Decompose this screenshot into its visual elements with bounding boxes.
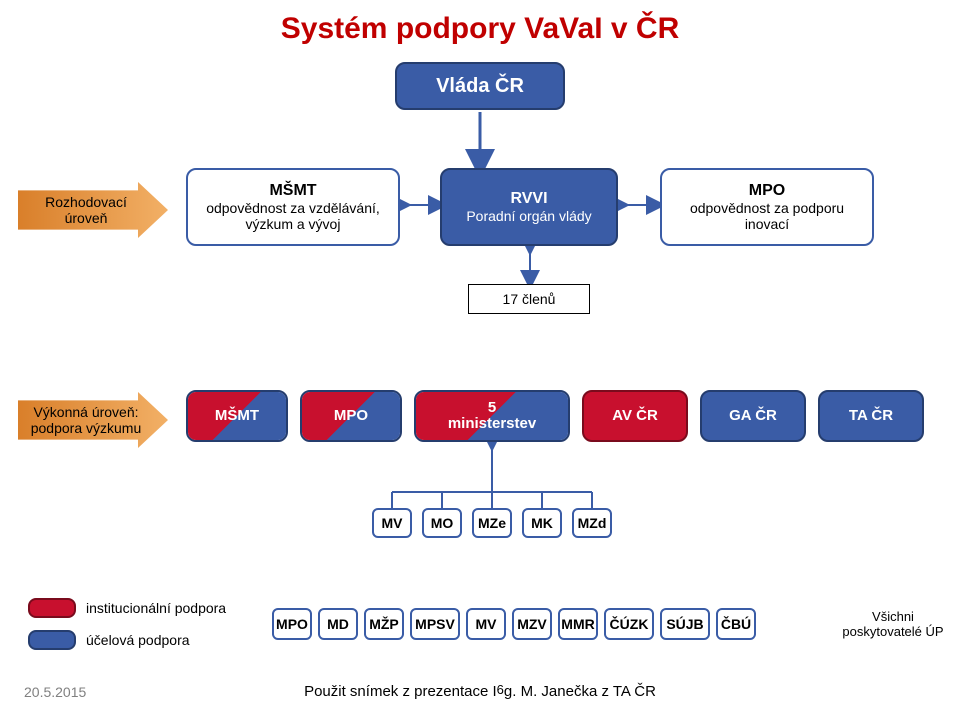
arrow-exec-level: Výkonná úroveň: podpora výzkumu (18, 392, 168, 448)
ministry-small-mze: MZe (472, 508, 512, 538)
footer-note: Použit snímek z prezentace I6g. M. Janeč… (0, 683, 960, 700)
providers-tail-line2: poskytovatelé ÚP (838, 625, 948, 640)
arrow-exec-line1: Výkonná úroveň: (31, 404, 142, 420)
legend-label-inst: institucionální podpora (86, 600, 226, 616)
footer-page-number: 6 (497, 682, 504, 697)
node-vlada-cr: Vláda ČR (395, 62, 565, 110)
node-msmt: MŠMT odpovědnost za vzdělávání, výzkum a… (186, 168, 400, 246)
provider-mžp: MŽP (364, 608, 404, 640)
ministry-small-mzd: MZd (572, 508, 612, 538)
footer-note-before: Použit snímek z prezentace I (304, 683, 497, 700)
node-members: 17 členů (468, 284, 590, 314)
provider-md: MD (318, 608, 358, 640)
mpo-line2: inovací (745, 216, 789, 232)
ministry-small-mv: MV (372, 508, 412, 538)
provider-čbú: ČBÚ (716, 608, 756, 640)
provider-sújb: SÚJB (660, 608, 710, 640)
ministry-small-mo: MO (422, 508, 462, 538)
arrow-decision-level: Rozhodovací úroveň (18, 182, 168, 238)
providers-tail: Všichni poskytovatelé ÚP (838, 610, 948, 640)
exec-box-mpo: MPO (300, 390, 402, 442)
legend-swatch-ucel (28, 630, 76, 650)
provider-mv: MV (466, 608, 506, 640)
msmt-line1: odpovědnost za vzdělávání, (206, 200, 380, 216)
providers-tail-line1: Všichni (838, 610, 948, 625)
rvvi-line1: Poradní orgán vlády (466, 208, 591, 224)
page-title: Systém podpory VaVaI v ČR (0, 0, 960, 46)
node-rvvi: RVVI Poradní orgán vlády (440, 168, 618, 246)
rvvi-title: RVVI (510, 190, 547, 208)
node-mpo: MPO odpovědnost za podporu inovací (660, 168, 874, 246)
ministry-small-mk: MK (522, 508, 562, 538)
msmt-title: MŠMT (269, 182, 316, 200)
legend-label-ucel: účelová podpora (86, 632, 190, 648)
arrow-exec-line2: podpora výzkumu (31, 420, 142, 436)
provider-mmr: MMR (558, 608, 598, 640)
exec-box-gacr: GA ČR (700, 390, 806, 442)
exec-box-tacr: TA ČR (818, 390, 924, 442)
provider-mpo: MPO (272, 608, 312, 640)
mpo-title: MPO (749, 182, 785, 200)
msmt-line2: výzkum a vývoj (246, 216, 341, 232)
mpo-line1: odpovědnost za podporu (690, 200, 844, 216)
arrow-decision-line1: Rozhodovací (45, 194, 127, 210)
provider-mzv: MZV (512, 608, 552, 640)
exec-box-msmt: MŠMT (186, 390, 288, 442)
legend-swatch-inst (28, 598, 76, 618)
exec-box-avcr: AV ČR (582, 390, 688, 442)
exec-box-5min: 5 ministerstev (414, 390, 570, 442)
provider-mpsv: MPSV (410, 608, 460, 640)
arrow-decision-line2: úroveň (45, 210, 127, 226)
provider-čúzk: ČÚZK (604, 608, 654, 640)
footer-note-after: g. M. Janečka z TA ČR (504, 683, 656, 700)
